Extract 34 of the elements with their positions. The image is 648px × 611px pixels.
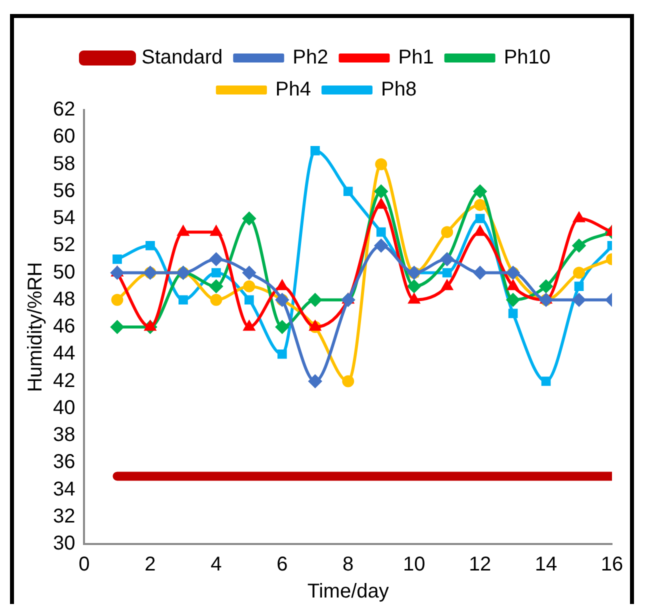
x-tick-label: 0 [78, 554, 90, 576]
y-tick-label: 44 [52, 342, 76, 365]
y-tick-label: 42 [52, 370, 76, 392]
y-tick-label: 58 [52, 152, 76, 175]
y-tick-label: 38 [52, 424, 76, 446]
x-tick-label: 10 [402, 554, 426, 576]
y-tick-label: 56 [52, 180, 76, 202]
y-tick-label: 36 [52, 451, 76, 474]
y-tick-label: 52 [52, 234, 76, 256]
y-tick-label: 62 [52, 98, 76, 121]
y-tick-label: 32 [52, 505, 76, 528]
x-tick-label: 12 [468, 554, 492, 576]
y-tick-label: 40 [52, 396, 76, 419]
x-tick-label: 8 [342, 554, 354, 576]
y-tick-label: 30 [52, 532, 76, 555]
y-tick-label: 46 [52, 316, 76, 338]
legend-label: Ph4 [275, 78, 312, 101]
legend-label: Ph8 [381, 78, 417, 101]
y-tick-label: 34 [52, 478, 76, 500]
y-tick-label: 50 [52, 261, 76, 284]
x-tick-label: 16 [600, 554, 624, 576]
y-axis-title: Humidity/%RH [24, 262, 47, 392]
legend-label: Ph2 [292, 46, 328, 69]
x-tick-label: 2 [144, 554, 156, 576]
legend-label: Standard [141, 46, 223, 69]
x-tick-label: 14 [534, 554, 558, 576]
y-tick-label: 60 [52, 126, 76, 148]
y-tick-label: 54 [52, 207, 76, 230]
legend-label: Ph1 [398, 46, 434, 69]
x-tick-label: 4 [210, 554, 222, 576]
x-axis-title: Time/day [307, 580, 389, 603]
x-tick-label: 6 [276, 554, 288, 576]
y-tick-label: 48 [52, 288, 76, 310]
legend-label: Ph10 [504, 46, 551, 69]
